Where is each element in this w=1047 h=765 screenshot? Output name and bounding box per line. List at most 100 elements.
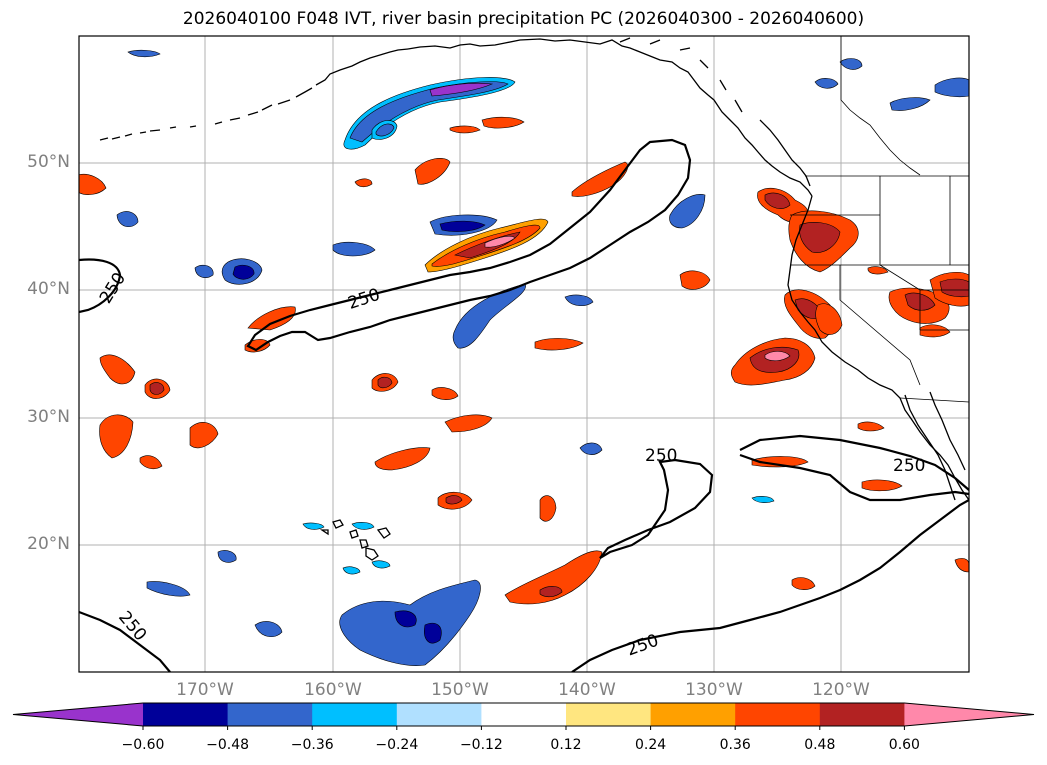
lon-label: 120°W <box>812 680 870 700</box>
border-states <box>790 176 969 386</box>
colorbar-tick-label: 0.36 <box>719 737 751 753</box>
borders <box>790 36 969 403</box>
precip-blob <box>99 414 134 459</box>
map-title: 2026040100 F048 IVT, river basin precipi… <box>182 9 865 29</box>
precip-blob <box>791 577 816 590</box>
ivt-contour-sw <box>79 610 171 672</box>
coastlines <box>99 37 969 561</box>
precip-blob <box>669 194 706 229</box>
precip-blob <box>139 455 163 470</box>
lon-label: 160°W <box>304 680 362 700</box>
coastline-alaska-islands <box>619 37 743 113</box>
precip-blob <box>429 82 494 97</box>
precip-blob <box>394 610 417 628</box>
precip-blob <box>919 324 951 338</box>
map-area <box>79 36 969 672</box>
precip-blob <box>349 81 509 143</box>
precip-blob <box>571 161 629 197</box>
precip-blob <box>867 266 889 275</box>
lon-label: 130°W <box>685 680 743 700</box>
precip-blob <box>254 621 283 638</box>
precip-blob <box>954 558 969 573</box>
precip-blob <box>343 77 516 150</box>
colorbar-segment <box>819 703 905 726</box>
precip-blob <box>444 414 493 433</box>
positive-precip-areas <box>79 116 969 605</box>
coastline-aleutians <box>99 48 409 141</box>
lat-label: 50°N <box>27 152 70 172</box>
colorbar-segment <box>396 703 482 726</box>
precip-blob <box>374 447 431 471</box>
precip-blob <box>839 58 863 70</box>
colorbar-tick-label: 0.12 <box>550 737 582 753</box>
precip-blob <box>414 157 451 185</box>
precip-blob <box>116 211 139 228</box>
precip-blob <box>149 382 165 395</box>
precip-blob <box>534 338 584 351</box>
precip-blob <box>146 581 191 597</box>
precip-blob <box>99 354 136 385</box>
colorbar-tick-label: 0.60 <box>888 737 920 753</box>
border-mexico-us <box>899 397 969 403</box>
colorbar-segment <box>143 703 229 726</box>
colorbar-segment <box>227 703 313 726</box>
lon-label: 140°W <box>558 680 616 700</box>
precip-blob <box>815 303 843 335</box>
ivt-contours <box>79 138 969 672</box>
precip-blob <box>377 376 393 389</box>
contour-label: 250 <box>645 446 677 466</box>
precip-blob <box>439 220 486 232</box>
lon-label: 170°W <box>176 680 234 700</box>
precip-blob <box>814 78 839 89</box>
precip-blob <box>579 442 603 455</box>
colorbar-tick-label: −0.12 <box>459 737 503 753</box>
lat-label: 30°N <box>27 407 70 427</box>
precip-blob <box>564 294 594 306</box>
colorbar-segment <box>650 703 736 726</box>
colorbar-tick-label: 0.24 <box>635 737 667 753</box>
precip-blob <box>79 173 107 195</box>
colorbar-segment <box>566 703 652 726</box>
colorbar-extend-min <box>13 703 143 726</box>
ivt-contour-mid <box>599 458 714 559</box>
precip-blob <box>371 560 391 569</box>
precip-blob <box>889 97 931 111</box>
precip-blob <box>189 422 219 449</box>
colorbar-tick-label: −0.60 <box>121 737 165 753</box>
precip-blob <box>764 192 791 209</box>
colorbar-extend-max <box>904 703 1034 726</box>
precip-blob <box>302 522 325 530</box>
precip-blob <box>449 125 481 134</box>
contour-label: 250 <box>893 456 925 476</box>
colorbar-segment <box>481 703 567 726</box>
colorbar <box>12 702 1035 730</box>
precip-blob <box>504 550 603 605</box>
precip-blob <box>934 77 969 98</box>
precip-blob <box>431 387 459 400</box>
coastline-alaska <box>407 38 813 197</box>
precip-blob <box>484 235 516 248</box>
precip-blob <box>861 479 903 492</box>
precip-blob <box>424 622 442 644</box>
precip-blob <box>194 264 214 278</box>
precip-blob <box>679 270 711 290</box>
lat-label: 20°N <box>27 534 70 554</box>
precip-blob <box>247 306 296 331</box>
coastline-bc <box>759 119 811 187</box>
colorbar-segment <box>735 703 821 726</box>
precip-blob <box>445 495 463 505</box>
precip-blob <box>751 456 809 468</box>
precip-blob <box>539 586 563 598</box>
coastline-hawaii <box>319 519 391 561</box>
precip-blob <box>764 351 791 362</box>
precip-blob <box>481 116 525 129</box>
colorbar-tick-label: −0.48 <box>206 737 250 753</box>
ivt-contour-main <box>246 138 692 352</box>
precip-blob <box>354 178 373 188</box>
border-canada-alaska <box>840 36 921 176</box>
precip-blob <box>127 49 161 58</box>
colorbar-tick-label: 0.48 <box>804 737 836 753</box>
precip-blob <box>375 123 395 137</box>
lon-label: 150°W <box>431 680 489 700</box>
